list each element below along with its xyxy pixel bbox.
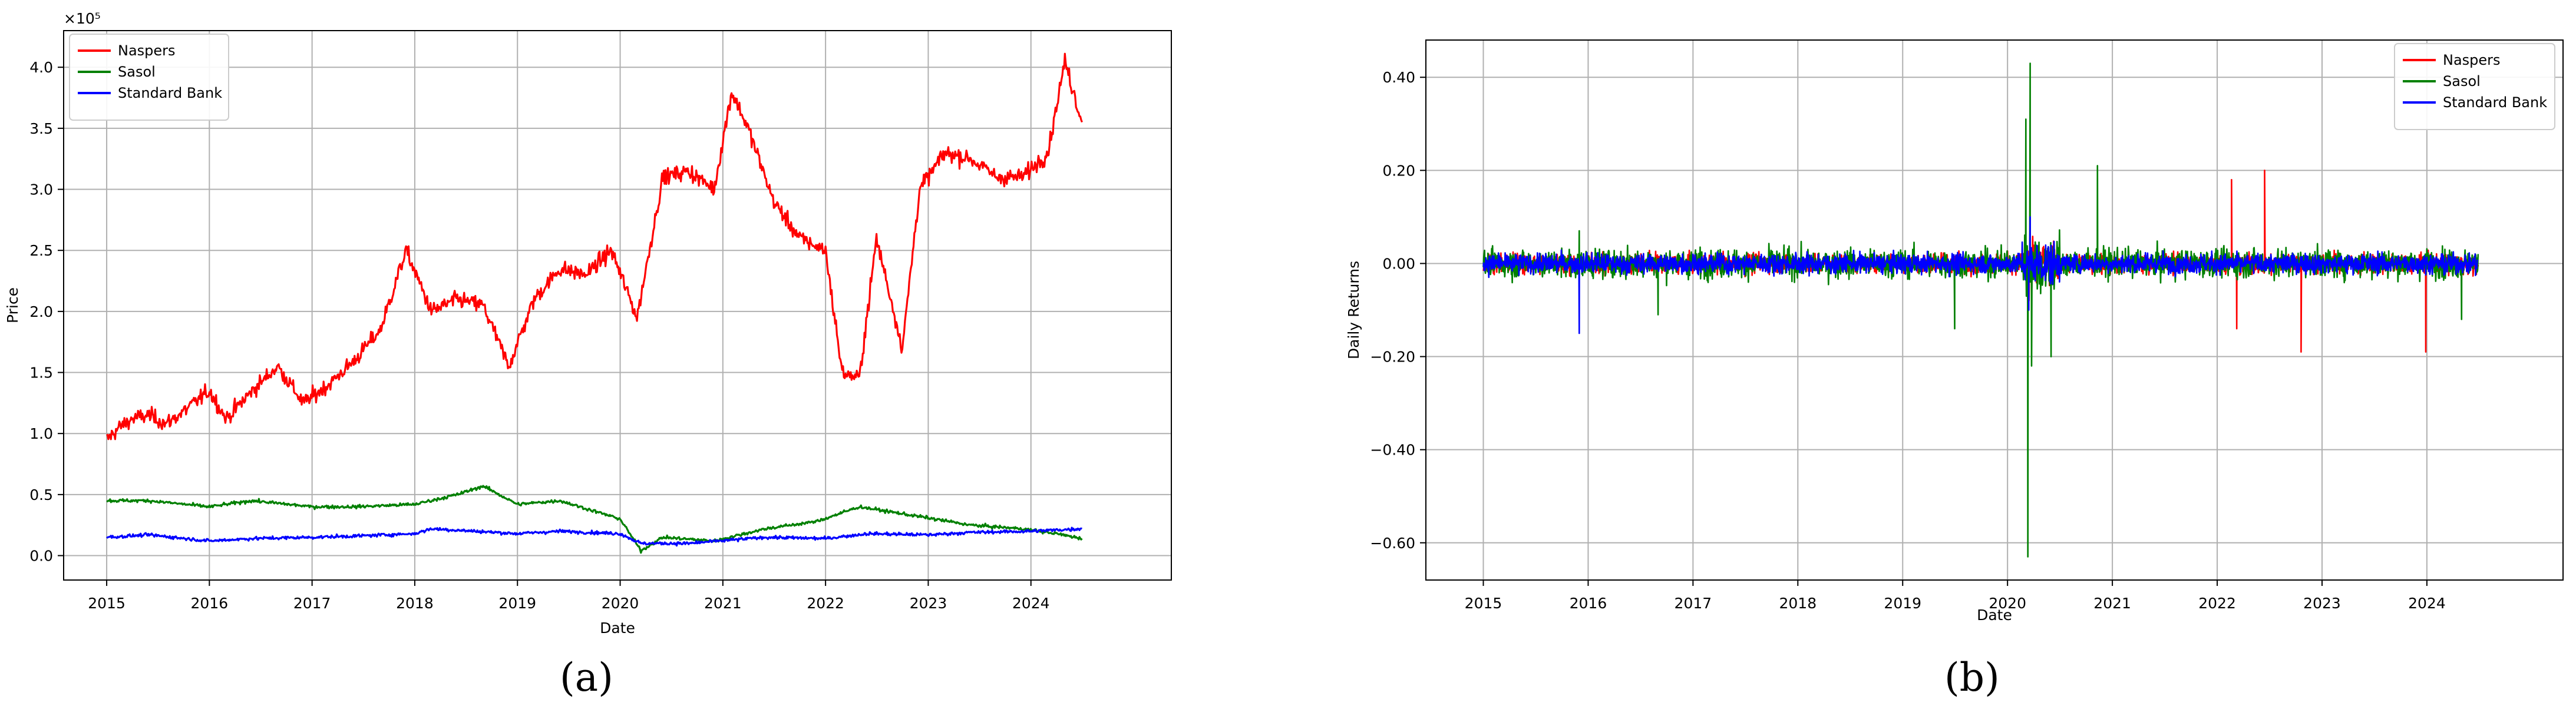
- legend-label: Naspers: [2443, 52, 2501, 68]
- x-tick-label: 2024: [2408, 595, 2446, 612]
- legend: Naspers Sasol Standard Bank: [69, 34, 229, 121]
- x-tick-label: 2024: [1012, 595, 1050, 612]
- panel-a-caption: (a): [560, 655, 613, 700]
- legend: Naspers Sasol Standard Bank: [2394, 43, 2555, 130]
- plot-border: [63, 30, 1172, 581]
- y-tick-label: 0.40: [1382, 69, 1415, 86]
- series-line-standard-bank: [1482, 216, 2479, 334]
- y-tick-label: 0.0: [29, 548, 53, 565]
- y-axis-label: Price: [4, 287, 21, 323]
- series-line-sasol: [106, 485, 1083, 554]
- y-tick-label: −0.60: [1370, 535, 1415, 552]
- y-tick-label: 0.5: [29, 486, 53, 503]
- panel-b-caption: (b): [1944, 655, 2000, 700]
- legend-label: Naspers: [118, 42, 176, 59]
- legend-label: Sasol: [118, 64, 156, 80]
- x-tick-label: 2019: [498, 595, 536, 612]
- y-scale-label: ×10⁵: [64, 10, 101, 27]
- y-tick-label: 3.5: [29, 120, 53, 137]
- x-tick-label: 2020: [602, 595, 639, 612]
- series-line-standard-bank: [106, 526, 1082, 547]
- legend-label: Sasol: [2443, 73, 2481, 90]
- price-chart: 2015 2016 2017 2018 2019 2020 2021 2022 2023 2024…: [4, 10, 1172, 637]
- x-tick-label: 2022: [807, 595, 844, 612]
- x-axis-label: Date: [600, 619, 635, 637]
- chart-panel-a: 2015 2016 2017 2018 2019 2020 2021 2022 2023 2024…: [0, 0, 1288, 717]
- y-tick-label: −0.20: [1370, 349, 1415, 366]
- legend-box: [2394, 43, 2555, 130]
- plot-area: [64, 31, 1171, 580]
- legend-box: [69, 34, 229, 121]
- y-tick-label: 0.00: [1382, 255, 1415, 272]
- x-tick-label: 2023: [2303, 595, 2341, 612]
- x-tick-label: 2016: [1570, 595, 1607, 612]
- x-tick-label: 2018: [396, 595, 434, 612]
- x-tick-label: 2022: [2198, 595, 2236, 612]
- series-line-naspers: [106, 52, 1083, 440]
- legend-label: Standard Bank: [2443, 94, 2547, 111]
- x-tick-label: 2023: [910, 595, 947, 612]
- y-tick-label: 1.0: [29, 425, 53, 442]
- y-tick-label: −0.40: [1370, 442, 1415, 459]
- y-tick-label: 1.5: [29, 365, 53, 382]
- x-tick-label: 2021: [2093, 595, 2131, 612]
- x-tick-label: 2020: [1989, 595, 2026, 612]
- grid-lines: [64, 31, 1171, 580]
- y-tick-label: 0.20: [1382, 162, 1415, 179]
- plot-area: [1426, 40, 2563, 580]
- x-axis-label: Date: [1977, 607, 2012, 624]
- y-tick-label: 2.5: [29, 242, 53, 259]
- chart-panel-b: 2015 2016 2017 2018 2019 2020 2021 2022 2023 2024…: [1288, 0, 2576, 717]
- x-tick-label: 2015: [88, 595, 126, 612]
- x-tick-label: 2015: [1465, 595, 1502, 612]
- y-axis-label: Daily Returns: [1345, 261, 1362, 359]
- y-tick-label: 3.0: [29, 181, 53, 198]
- x-tick-label: 2019: [1884, 595, 1921, 612]
- returns-chart: 2015 2016 2017 2018 2019 2020 2021 2022 2023 2024…: [1345, 39, 2564, 624]
- legend-label: Standard Bank: [118, 85, 222, 101]
- y-tick-label: 2.0: [29, 303, 53, 320]
- x-tick-label: 2021: [704, 595, 742, 612]
- x-tick-label: 2017: [293, 595, 331, 612]
- x-tick-label: 2018: [1779, 595, 1817, 612]
- y-tick-label: 4.0: [29, 59, 53, 76]
- x-tick-label: 2017: [1675, 595, 1712, 612]
- plot-border: [1425, 39, 2564, 581]
- x-tick-label: 2016: [191, 595, 229, 612]
